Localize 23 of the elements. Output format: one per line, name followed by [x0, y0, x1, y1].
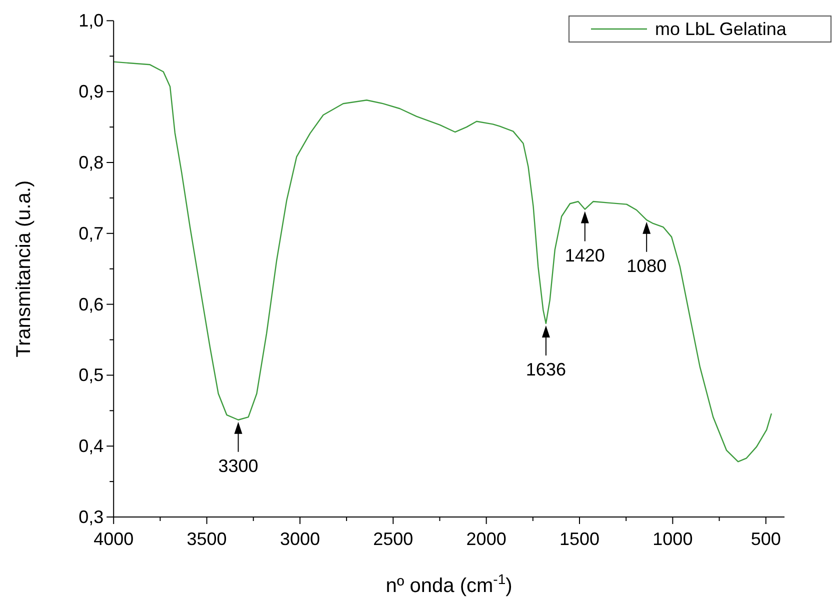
y-tick-label: 0,7 [78, 223, 104, 244]
y-tick-label: 0,5 [78, 365, 104, 386]
y-tick-label: 0,4 [78, 436, 104, 456]
y-tick-label: 0,3 [78, 507, 104, 527]
x-tick-label: 4000 [94, 529, 134, 549]
y-tick-label: 0,6 [78, 294, 104, 314]
annotation: 1420 [564, 245, 605, 266]
x-tick-label: 3500 [186, 529, 227, 549]
x-tick-label: 1000 [652, 529, 693, 549]
x-tick-label: 1500 [559, 529, 600, 549]
x-tick-label: 3000 [280, 529, 320, 549]
y-axis-title: Transmitancia (u.a.) [13, 180, 35, 358]
y-tick-label: 1,0 [78, 10, 104, 31]
annotation: 3300 [218, 456, 258, 476]
annotation: 1636 [526, 359, 566, 380]
x-tick-label: 2000 [466, 529, 506, 549]
x-axis-title: nº onda (cm$^{-1}$) [386, 571, 512, 597]
annotation: 1080 [626, 256, 667, 276]
y-tick-label: 0,8 [78, 152, 104, 172]
x-tick-label: 2500 [373, 529, 414, 549]
x-tick-label: 500 [750, 529, 781, 549]
legend-label: mo LbL Gelatina [655, 19, 788, 39]
y-tick-label: 0,9 [78, 82, 104, 102]
